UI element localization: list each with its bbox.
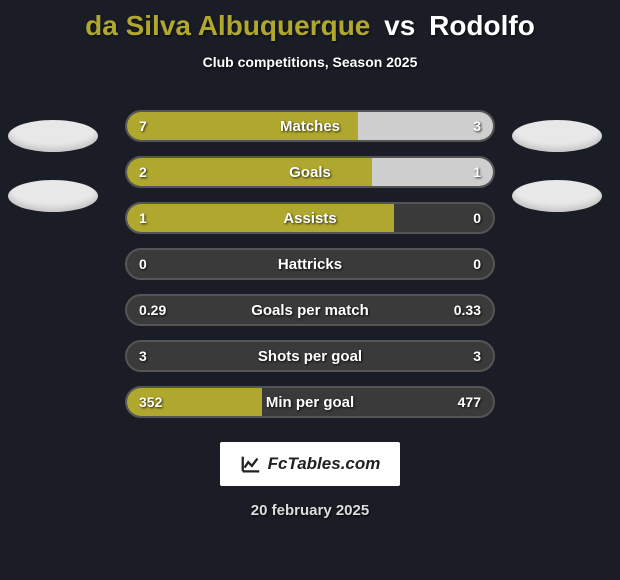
stat-bar: 0.290.33Goals per match — [125, 294, 495, 326]
player2-badge — [512, 180, 602, 212]
watermark-text: FcTables.com — [268, 454, 381, 474]
stat-bar: 00Hattricks — [125, 248, 495, 280]
player1-bar-fill — [127, 388, 262, 416]
subtitle: Club competitions, Season 2025 — [0, 54, 620, 70]
comparison-title: da Silva Albuquerque vs Rodolfo — [0, 0, 620, 42]
player2-badges — [512, 120, 612, 212]
player2-bar-fill — [358, 112, 493, 140]
player2-name: Rodolfo — [429, 10, 535, 41]
player1-bar-fill — [127, 112, 358, 140]
watermark: FcTables.com — [220, 442, 400, 486]
player1-name: da Silva Albuquerque — [85, 10, 370, 41]
stat-bar: 10Assists — [125, 202, 495, 234]
player2-bar-fill — [372, 158, 493, 186]
player1-badge — [8, 120, 98, 152]
stat-bar: 352477Min per goal — [125, 386, 495, 418]
chart-icon — [240, 453, 262, 475]
player1-badge — [8, 180, 98, 212]
player1-bar-fill — [127, 204, 394, 232]
stat-bar: 33Shots per goal — [125, 340, 495, 372]
stats-bars: 73Matches 21Goals 10Assists 00Hattricks 0.29… — [125, 110, 495, 418]
player1-badges — [8, 120, 108, 212]
stat-bar: 73Matches — [125, 110, 495, 142]
player2-badge — [512, 120, 602, 152]
date-text: 20 february 2025 — [0, 502, 620, 519]
stat-bar: 21Goals — [125, 156, 495, 188]
player1-bar-fill — [127, 158, 372, 186]
vs-text: vs — [384, 10, 415, 41]
